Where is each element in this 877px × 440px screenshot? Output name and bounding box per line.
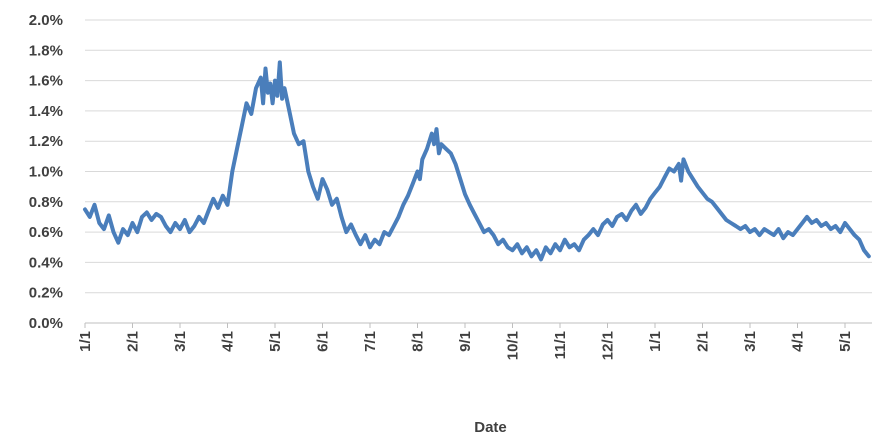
x-tick-label: 7/1: [362, 331, 379, 352]
y-tick-label: 1.8%: [29, 42, 63, 59]
y-tick-label: 1.0%: [29, 164, 63, 181]
y-tick-label: 1.4%: [29, 103, 63, 120]
y-tick-label: 0.2%: [29, 285, 63, 302]
x-axis-title: Date: [474, 419, 507, 436]
x-tick-label: 4/1: [220, 331, 237, 352]
x-tick-label: 5/1: [837, 331, 854, 352]
series-line: [83, 60, 871, 262]
x-tick-label: 2/1: [695, 331, 712, 352]
y-tick-label: 0.8%: [29, 194, 63, 211]
x-tick-label: 1/1: [77, 331, 94, 352]
y-tick-label: 1.6%: [29, 73, 63, 90]
x-tick-label: 3/1: [742, 331, 759, 352]
x-tick-label: 10/1: [505, 331, 522, 360]
x-tick-label: 2/1: [125, 331, 142, 352]
y-tick-label: 1.2%: [29, 133, 63, 150]
series-layer: [83, 60, 871, 262]
y-tick-label: 0.4%: [29, 254, 63, 271]
x-tick-label: 5/1: [267, 331, 284, 352]
y-tick-label: 2.0%: [29, 12, 63, 29]
x-tick-label: 1/1: [647, 331, 664, 352]
y-tick-label: 0.0%: [29, 315, 63, 332]
y-axis-tick-labels: 0.0% 0.2% 0.4% 0.6% 0.8% 1.0% 1.2% 1.4% 1.6% 1.8%…: [29, 12, 63, 332]
x-tick-label: 12/1: [600, 331, 617, 360]
x-tick-label: 4/1: [790, 331, 807, 352]
x-tick-label: 6/1: [315, 331, 332, 352]
y-tick-label: 0.6%: [29, 224, 63, 241]
x-tick-label: 9/1: [457, 331, 474, 352]
x-tick-label: 3/1: [172, 331, 189, 352]
x-axis-tick-labels: 1/1 2/1 3/1 4/1 5/1 6/1 7/1 8/1 9/1 10/1 11/1 12/1 1…: [77, 323, 854, 360]
x-tick-label: 8/1: [410, 331, 427, 352]
gridlines: [85, 19, 872, 294]
x-tick-label: 11/1: [552, 331, 569, 359]
